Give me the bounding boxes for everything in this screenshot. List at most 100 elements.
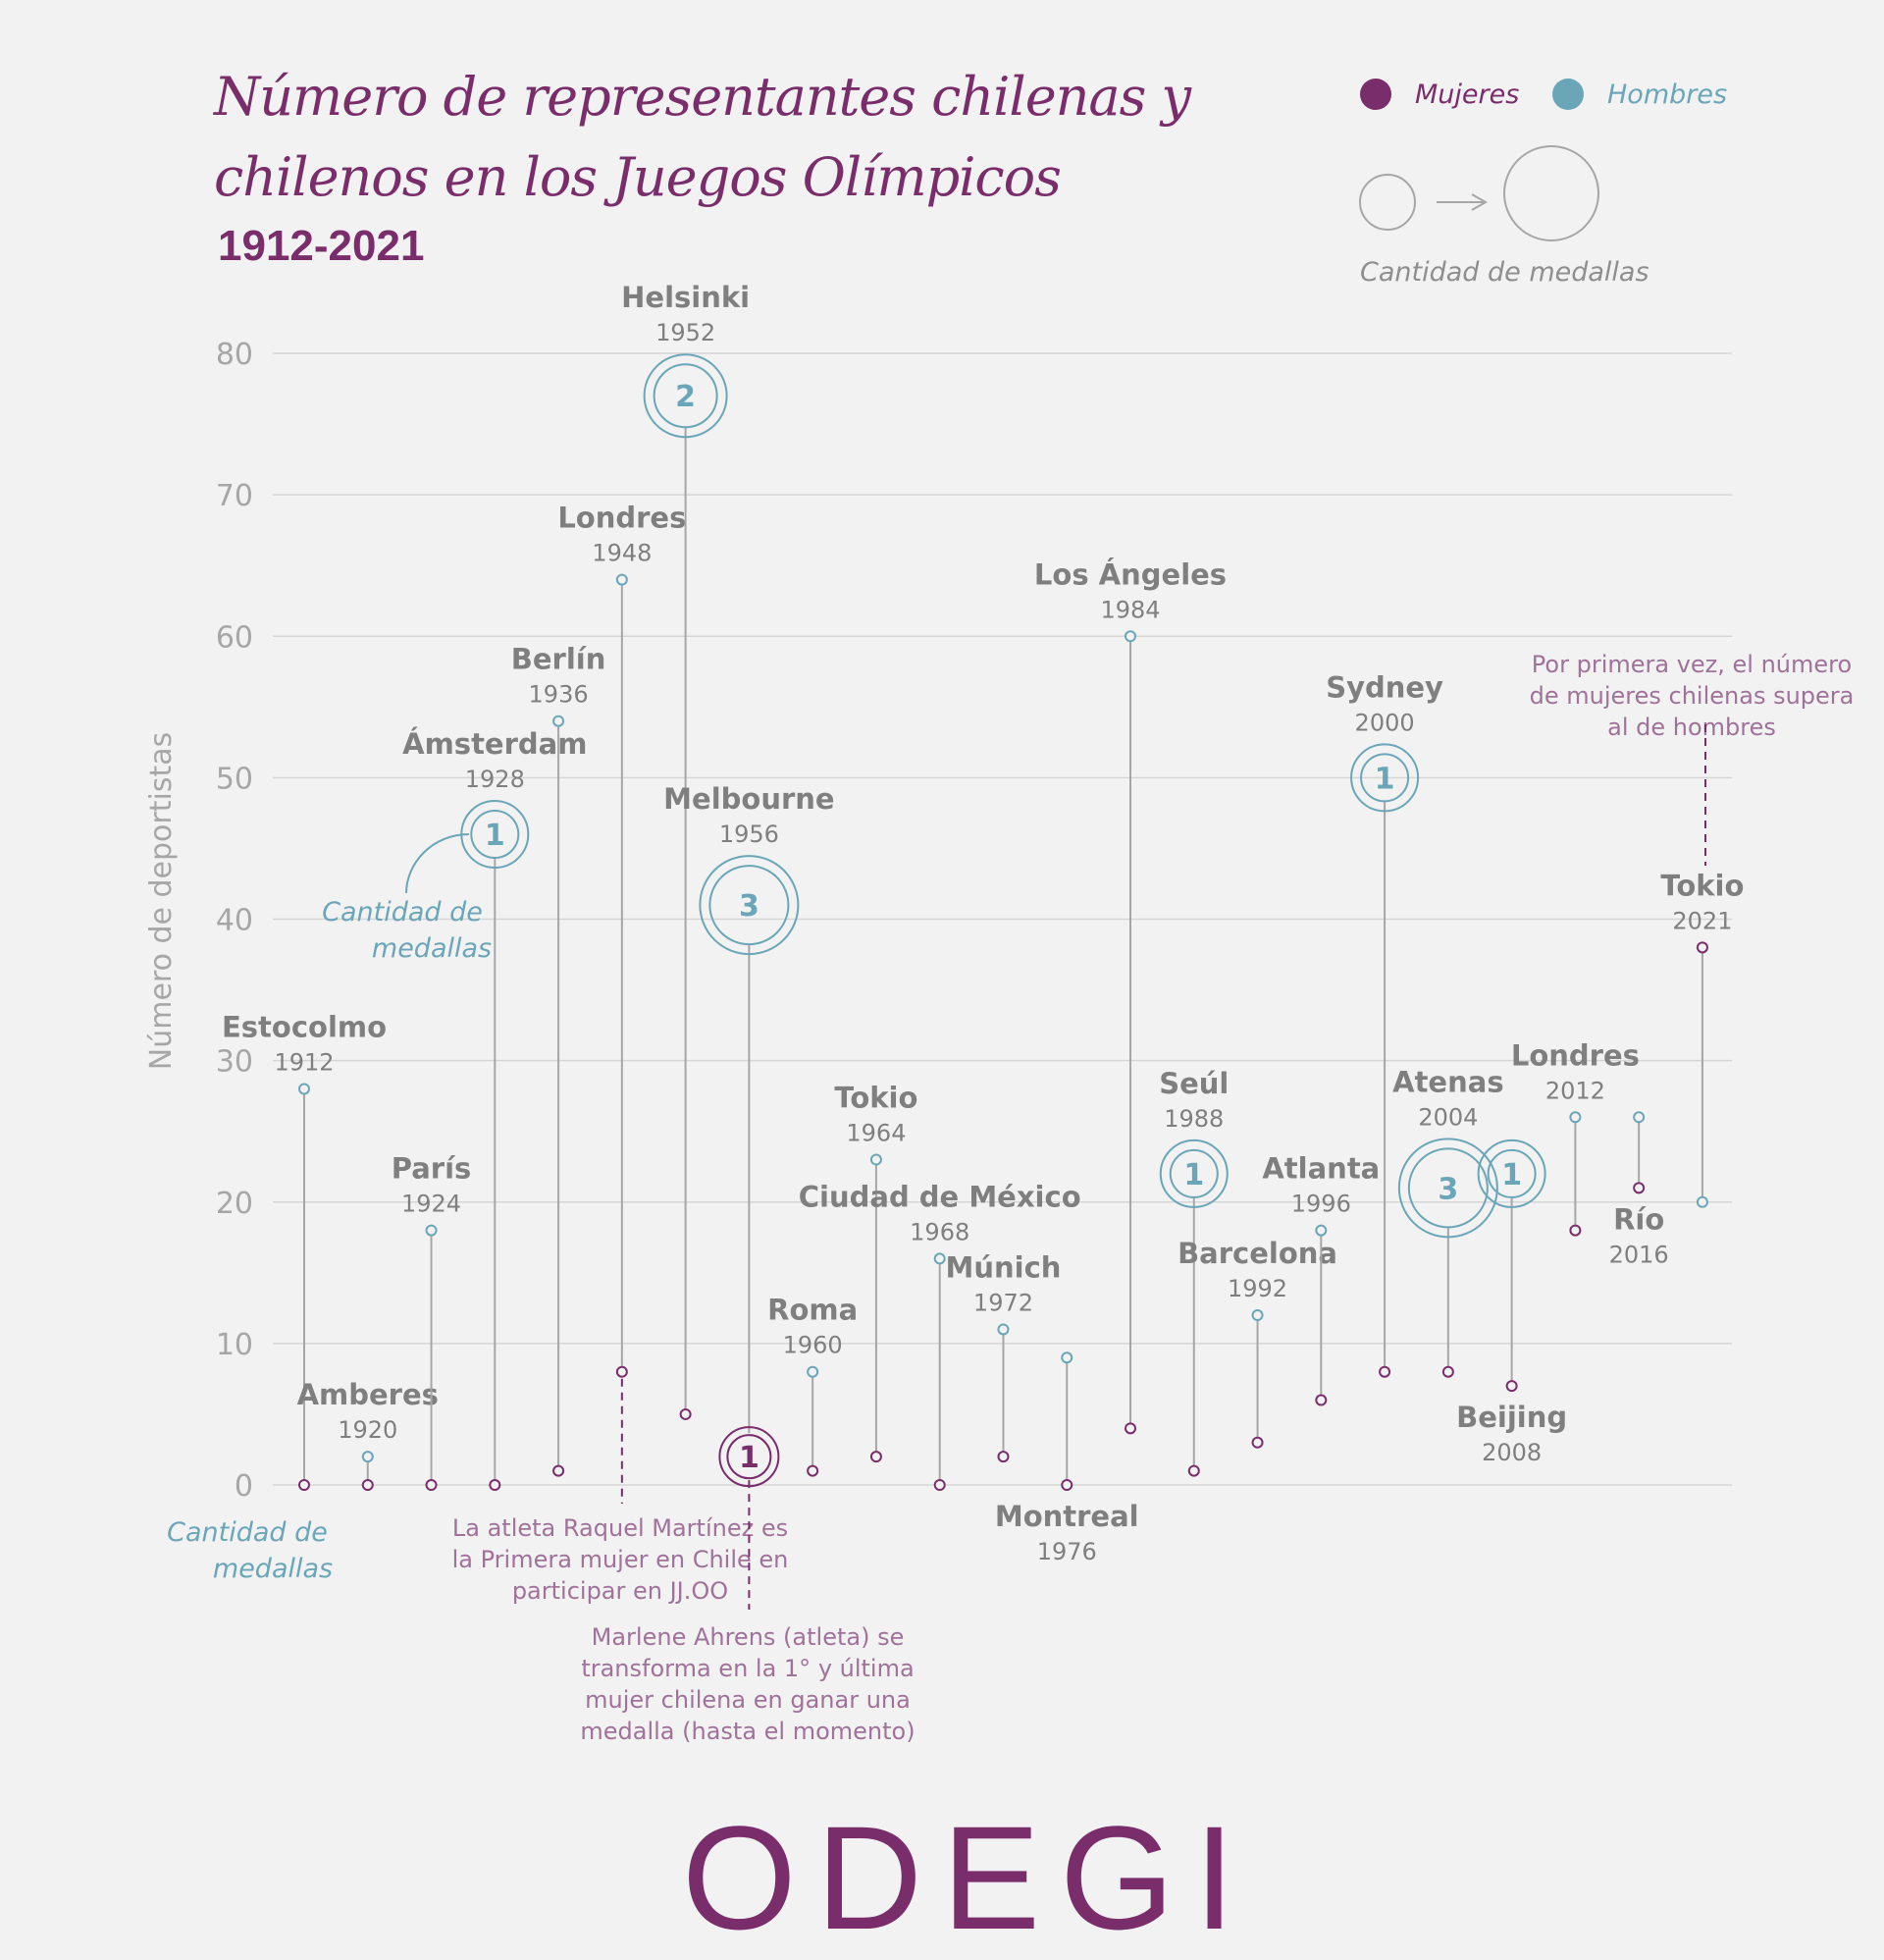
men-point: [997, 1323, 1010, 1336]
y-tick-label: 60: [216, 620, 253, 655]
men-medal-inner-ring: [1360, 753, 1410, 803]
title-line-2: chilenos en los Juegos Olímpicos: [214, 146, 1062, 208]
women-point: [1505, 1380, 1518, 1393]
medal-callout-text: medallas: [372, 933, 492, 964]
women-exceed-annotation-text: Por primera vez, el número: [1532, 651, 1852, 678]
legend-small-circle-icon: [1359, 174, 1416, 231]
game-year-label: 1992: [1228, 1275, 1287, 1302]
men-medal-count: 3: [739, 889, 759, 924]
dumbbell-chart: 0 10 20 30 40 50 60 70 80 Número de deportistas 19…: [144, 281, 1855, 1745]
y-tick-label: 50: [216, 762, 253, 796]
women-point: [1441, 1365, 1454, 1378]
men-medal-outer-ring: [1159, 1139, 1229, 1208]
men-medal-inner-ring: [470, 810, 520, 860]
legend-men-dot-icon: [1552, 79, 1584, 110]
women-point: [1379, 1365, 1391, 1378]
men-medal-count: 1: [1501, 1158, 1522, 1192]
chart-subtitle: 1912-2021: [218, 222, 425, 270]
women-point: [1696, 941, 1708, 954]
men-point: [1315, 1224, 1328, 1237]
men-medal-inner-ring: [653, 363, 718, 429]
legend-men: Hombres: [1552, 79, 1727, 110]
y-tick-label: 20: [216, 1187, 253, 1221]
game-year-label: 2008: [1482, 1439, 1542, 1466]
women-medal-count: 1: [739, 1441, 759, 1475]
legend-large-circle-icon: [1503, 145, 1599, 241]
men-point: [933, 1252, 946, 1265]
game-year-label: 1960: [783, 1332, 843, 1359]
women-point: [298, 1479, 310, 1491]
title-line-1: Número de representantes chilenas y: [214, 66, 1191, 128]
game-year-label: 2016: [1609, 1241, 1669, 1268]
men-point: [552, 715, 565, 727]
men-medal-outer-ring: [1397, 1138, 1498, 1239]
medal-callout-bottom-text: medallas: [213, 1554, 333, 1584]
first-medal-woman-annotation-text: Marlene Ahrens (atleta) se: [592, 1623, 905, 1651]
game-city-label: Estocolmo: [222, 1010, 387, 1043]
game-city-label: Montreal: [995, 1500, 1139, 1533]
legend-arrow-head-icon: [1471, 193, 1489, 211]
first-medal-woman-annotation-text: transforma en la 1° y última: [581, 1655, 914, 1682]
women-point: [1125, 1422, 1137, 1435]
game-city-label: Río: [1613, 1202, 1664, 1236]
y-tick-label: 10: [216, 1328, 253, 1362]
first-woman-annotation-text: La atleta Raquel Martínez es: [452, 1514, 788, 1542]
medal-callout-bottom-text: Cantidad de: [167, 1517, 328, 1548]
men-medal-inner-ring: [1169, 1148, 1219, 1198]
game-year-label: 2021: [1672, 907, 1732, 934]
women-point: [997, 1451, 1010, 1463]
game-city-label: Atenas: [1392, 1065, 1503, 1098]
game-city-label: Múnich: [946, 1250, 1062, 1284]
men-point: [1125, 630, 1137, 643]
game-city-label: Sydney: [1326, 670, 1443, 704]
y-tick-label: 0: [235, 1469, 253, 1504]
game-year-label: 1972: [973, 1289, 1033, 1316]
men-medal-count: 1: [1183, 1158, 1204, 1192]
women-exceed-annotation-text: al de hombres: [1607, 714, 1776, 741]
men-medal-inner-ring: [708, 865, 790, 946]
y-axis-label: Número de deportistas: [144, 732, 179, 1070]
game-year-label: 1956: [719, 821, 779, 848]
game-year-label: 2000: [1355, 709, 1415, 736]
y-tick-label: 70: [216, 479, 253, 513]
men-point: [1251, 1309, 1264, 1322]
game-city-label: Atlanta: [1262, 1152, 1380, 1186]
legend-size-label: Cantidad de medallas: [1360, 257, 1649, 288]
game-year-label: 1988: [1164, 1105, 1224, 1133]
game-city-label: Roma: [767, 1294, 858, 1327]
men-point: [361, 1451, 374, 1463]
men-medal-outer-ring: [1477, 1139, 1546, 1208]
game-year-label: 1912: [274, 1048, 334, 1076]
chart-title: Número de representantes chilenas y chil…: [214, 57, 1191, 218]
men-point: [1569, 1111, 1582, 1124]
legend-men-label: Hombres: [1607, 79, 1728, 110]
game-year-label: 1964: [846, 1120, 906, 1147]
game-city-label: Helsinki: [621, 281, 750, 314]
game-city-label: Los Ángeles: [1034, 557, 1227, 591]
game-year-label: 2012: [1545, 1077, 1605, 1104]
game-year-label: 1984: [1100, 596, 1160, 623]
game-city-label: Berlín: [511, 643, 606, 676]
men-point: [869, 1153, 882, 1166]
men-medal-inner-ring: [1407, 1147, 1489, 1229]
legend-women-dot-icon: [1360, 79, 1391, 110]
game-city-label: Ciudad de México: [799, 1180, 1081, 1213]
men-point: [1696, 1195, 1708, 1208]
game-city-label: Melbourne: [663, 782, 834, 816]
game-year-label: 1928: [465, 766, 525, 793]
y-tick-label: 30: [216, 1045, 253, 1080]
y-tick-label: 40: [216, 904, 253, 938]
men-point: [298, 1083, 310, 1095]
women-point: [1315, 1394, 1328, 1406]
first-medal-woman-annotation-text: medalla (hasta el momento): [580, 1718, 915, 1745]
men-medal-count: 1: [1375, 762, 1395, 796]
men-medal-count: 3: [1438, 1172, 1458, 1206]
women-point: [552, 1464, 565, 1477]
game-city-label: Londres: [557, 502, 686, 535]
first-woman-annotation-text: participar en JJ.OO: [512, 1577, 728, 1605]
first-woman-annotation-text: la Primera mujer en Chile en: [452, 1546, 789, 1573]
women-exceed-annotation-text: de mujeres chilenas supera: [1530, 682, 1855, 710]
game-year-label: 1948: [592, 540, 652, 567]
game-city-label: Tokio: [834, 1082, 917, 1115]
game-year-label: 1936: [529, 681, 589, 709]
